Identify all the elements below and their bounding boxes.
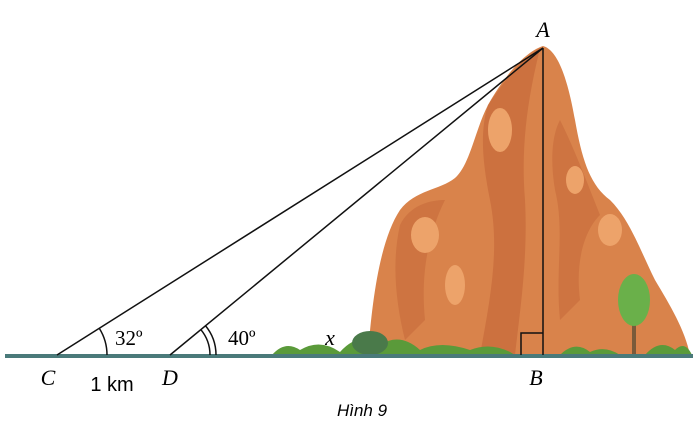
- caption: Hình 9: [337, 401, 388, 420]
- angle-label: 40º: [228, 326, 256, 350]
- geometry: [56, 47, 544, 356]
- tree: [618, 274, 650, 355]
- point-label: B: [529, 365, 542, 390]
- distance-label: 1 km: [90, 374, 133, 396]
- point-label: D: [161, 365, 178, 390]
- segment-label: x: [324, 325, 335, 350]
- mountain: [368, 46, 690, 355]
- point-label: A: [534, 17, 550, 42]
- grass: [272, 331, 692, 355]
- angle-label: 32º: [115, 326, 143, 350]
- point-label: C: [41, 365, 56, 390]
